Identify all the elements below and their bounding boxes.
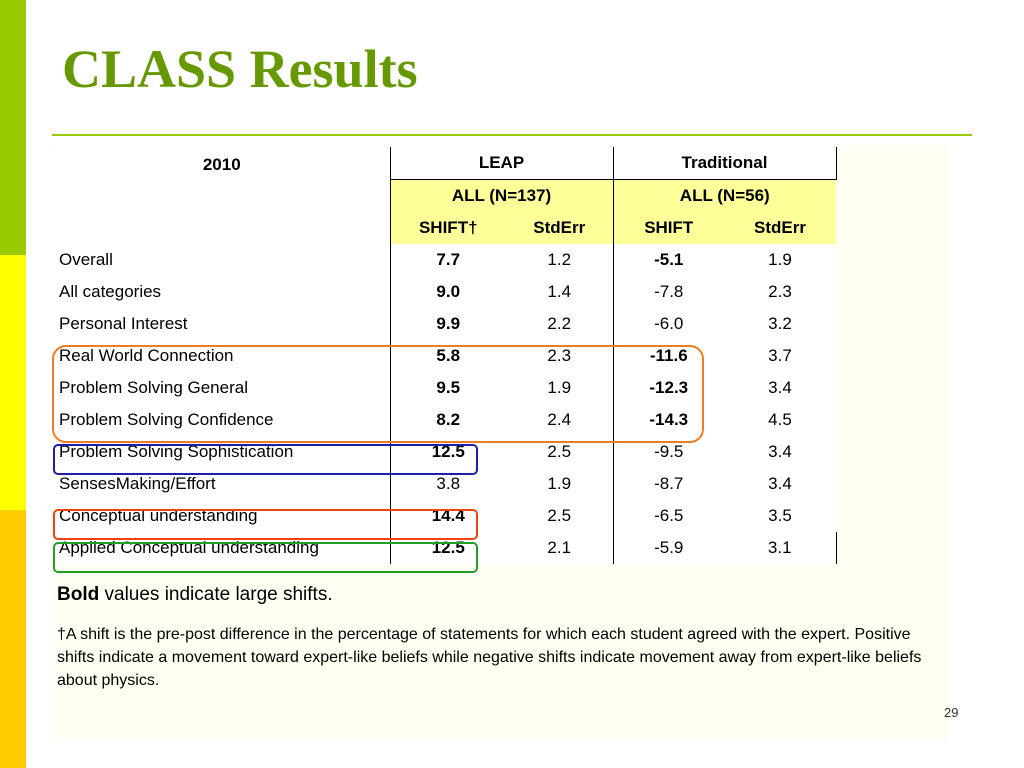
cell-leap-stderr: 1.4 — [547, 282, 572, 301]
cell-leap-shift: 9.9 — [389, 308, 506, 340]
table-row: Personal Interest 9.9 2.2 -6.0 3.2 — [54, 308, 836, 340]
cell-trad-stderr: 3.4 — [768, 474, 792, 493]
cell-leap-shift: 9.0 — [389, 276, 506, 308]
class-results-table: 2010 LEAP Traditional ALL (N=137) ALL (N… — [54, 147, 837, 564]
cell-leap-stderr: 1.2 — [547, 250, 572, 269]
subgroup-traditional: ALL (N=56) — [612, 179, 836, 212]
row-label: Problem Solving Confidence — [59, 410, 274, 429]
cell-trad-shift: -6.0 — [612, 308, 724, 340]
col-header-leap-stderr: StdErr — [506, 212, 613, 244]
bold-word: Bold — [57, 584, 100, 605]
table-row: Problem Solving Confidence 8.2 2.4 -14.3 4.5 — [54, 404, 836, 436]
cell-trad-stderr: 3.4 — [768, 378, 792, 397]
table-row: All categories 9.0 1.4 -7.8 2.3 — [54, 276, 836, 308]
cell-leap-shift: 9.5 — [389, 372, 506, 404]
accent-bar-yellow — [0, 255, 26, 510]
cell-leap-stderr: 1.9 — [547, 378, 572, 397]
cell-trad-stderr: 4.5 — [768, 410, 792, 429]
cell-trad-stderr: 3.5 — [768, 506, 792, 525]
cell-leap-stderr: 2.4 — [547, 410, 572, 429]
title-underline — [52, 134, 972, 136]
cell-leap-stderr: 1.9 — [547, 474, 572, 493]
col-header-leap-shift: SHIFT† — [389, 212, 506, 244]
cell-trad-shift: -5.1 — [612, 244, 724, 276]
table-body: Overall 7.7 1.2 -5.1 1.9 All categories 9.0 1.4… — [54, 244, 837, 564]
cell-leap-stderr: 2.5 — [547, 442, 572, 461]
row-label: Real World Connection — [59, 346, 234, 365]
cell-trad-stderr: 3.2 — [768, 314, 792, 333]
bold-values-note: Bold values indicate large shifts. — [57, 584, 333, 606]
table-row: Problem Solving General 9.5 1.9 -12.3 3.4 — [54, 372, 836, 404]
row-label: Problem Solving Sophistication — [59, 442, 294, 461]
accent-bar-gold — [0, 510, 26, 768]
col-header-trad-shift: SHIFT — [612, 212, 724, 244]
highlight-box-red — [53, 509, 478, 540]
cell-leap-stderr: 2.1 — [547, 538, 572, 557]
cell-trad-shift: -12.3 — [612, 372, 724, 404]
cell-leap-shift: 7.7 — [389, 244, 506, 276]
cell-trad-shift: -8.7 — [612, 468, 724, 500]
table-row: Conceptual understanding 14.4 2.5 -6.5 3.5 — [54, 500, 836, 532]
slide-title: CLASS Results — [62, 39, 418, 99]
table-row: Overall 7.7 1.2 -5.1 1.9 — [54, 244, 836, 276]
cell-leap-stderr: 2.3 — [547, 346, 572, 365]
cell-trad-stderr: 2.3 — [768, 282, 792, 301]
highlight-box-blue — [53, 444, 478, 475]
slide-number: 29 — [944, 705, 959, 720]
group-header-leap: LEAP — [389, 147, 613, 180]
cell-leap-shift: 8.2 — [389, 404, 506, 436]
row-label: All categories — [59, 282, 162, 301]
cell-trad-stderr: 3.1 — [724, 532, 837, 564]
row-label: Personal Interest — [59, 314, 188, 333]
year-heading: 2010 — [202, 155, 241, 174]
cell-trad-shift: -6.5 — [612, 500, 724, 532]
col-header-trad-stderr: StdErr — [724, 212, 836, 244]
highlight-box-green — [53, 542, 478, 573]
cell-leap-shift: 12.5 — [389, 532, 506, 564]
cell-trad-stderr: 3.4 — [768, 442, 792, 461]
cell-leap-stderr: 2.5 — [547, 506, 572, 525]
highlight-box-orange — [52, 345, 704, 443]
row-label: Overall — [59, 250, 113, 269]
cell-trad-stderr: 1.9 — [768, 250, 792, 269]
accent-bar-green — [0, 0, 26, 255]
row-label: SensesMaking/Effort — [59, 474, 216, 493]
cell-leap-stderr: 2.2 — [547, 314, 572, 333]
row-label: Problem Solving General — [59, 378, 248, 397]
cell-trad-shift: -5.9 — [612, 532, 724, 564]
group-header-traditional: Traditional — [612, 147, 837, 180]
subgroup-leap: ALL (N=137) — [389, 179, 613, 212]
shift-footnote: †A shift is the pre-post difference in t… — [57, 626, 922, 689]
cell-trad-stderr: 3.7 — [768, 346, 792, 365]
cell-trad-shift: -7.8 — [612, 276, 724, 308]
bold-note-text: values indicate large shifts. — [99, 584, 333, 605]
cell-trad-shift: -14.3 — [612, 404, 724, 436]
